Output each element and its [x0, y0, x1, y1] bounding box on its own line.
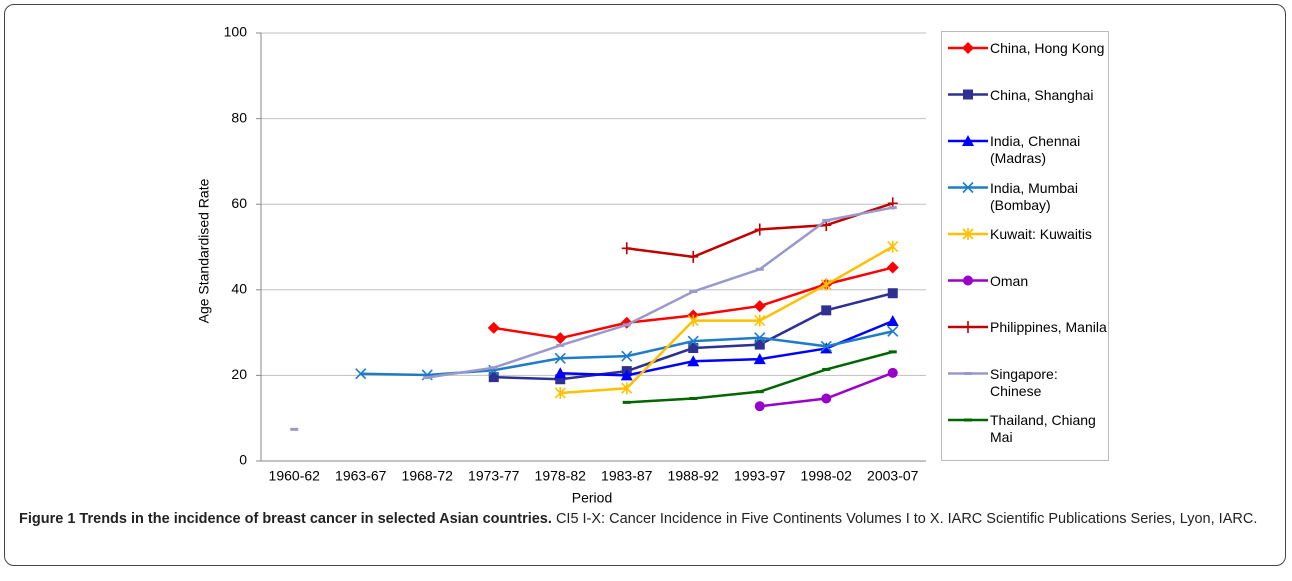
- legend-label: India, Mumbai (Bombay): [990, 179, 1078, 213]
- data-point: [688, 343, 699, 354]
- legend-symbols: [948, 42, 988, 422]
- y-axis-title: Age Standardised Rate: [196, 178, 212, 323]
- legend-label: Oman: [990, 272, 1029, 289]
- data-point: [754, 401, 765, 412]
- legend-marker: [962, 181, 974, 194]
- y-tick-label: 100: [224, 24, 248, 40]
- data-point: [821, 305, 832, 316]
- data-point: [754, 314, 766, 327]
- x-tick-label: 1978-82: [535, 468, 587, 484]
- data-point: [620, 369, 633, 381]
- x-tick-label: 1983-87: [601, 468, 653, 484]
- data-point: [487, 321, 500, 334]
- data-point: [554, 352, 566, 364]
- legend-marker: [962, 42, 974, 54]
- x-tick-label: 1968-72: [402, 468, 454, 484]
- legend-marker: [962, 135, 974, 146]
- caption-label: Figure 1 Trends in the incidence of brea…: [19, 511, 552, 527]
- legend-marker: [963, 89, 973, 100]
- x-tick-label: 1963-67: [335, 468, 387, 484]
- data-point: [820, 342, 833, 354]
- figure-frame: Age Standardised Rate Period 0 20 40 60 80 10…: [4, 4, 1286, 566]
- y-tick-label: 60: [231, 195, 247, 211]
- data-point: [887, 240, 899, 253]
- x-tick-label: 1973-77: [468, 468, 520, 484]
- data-point: [488, 372, 499, 383]
- data-point: [887, 325, 899, 337]
- y-tick-label: 40: [231, 281, 247, 297]
- data-point: [355, 368, 367, 380]
- y-tick-label: 20: [231, 366, 247, 382]
- legend-label: China, Hong Kong: [990, 40, 1105, 56]
- data-point: [821, 393, 832, 404]
- data-point: [886, 315, 899, 327]
- legend-label: Singapore: Chinese: [990, 365, 1058, 399]
- legend-marker: [963, 275, 973, 286]
- series-line: [560, 245, 894, 395]
- x-axis-title: Period: [572, 490, 612, 506]
- y-tick-label: 80: [231, 109, 247, 125]
- caption: Figure 1 Trends in the incidence of brea…: [19, 508, 1279, 530]
- data-point: [754, 339, 765, 350]
- series-line: [427, 206, 893, 379]
- y-tick-label: 0: [239, 452, 247, 468]
- data-point: [820, 278, 832, 291]
- legend-label: China, Shanghai: [990, 86, 1094, 103]
- legend-label: Philippines, Manila: [990, 319, 1107, 335]
- x-tick-label: 1993-97: [734, 468, 786, 484]
- data-point: [554, 367, 567, 379]
- legend-label: Kuwait: Kuwaitis: [990, 226, 1092, 242]
- chart: Age Standardised Rate Period 0 20 40 60 80 10…: [196, 24, 926, 506]
- data-point: [687, 335, 699, 347]
- data-point: [621, 242, 632, 255]
- legend-marker: [962, 228, 974, 240]
- legend: China, Hong Kong China, Shanghai India, Ch…: [941, 31, 1109, 461]
- data-point: [887, 288, 898, 299]
- data-point: [753, 353, 766, 365]
- data-point: [621, 382, 633, 395]
- x-tick-label: 1988-92: [668, 468, 720, 484]
- legend-label: Thailand, Chiang Mai: [990, 412, 1096, 445]
- x-tick-label: 2003-07: [867, 468, 919, 484]
- data-point: [554, 332, 567, 345]
- caption-text: CI5 I-X: Cancer Incidence in Five Contin…: [555, 511, 1258, 527]
- legend-label: India, Chennai (Madras): [990, 133, 1081, 166]
- legend-marker: [963, 321, 973, 333]
- data-point: [753, 300, 766, 313]
- series-line: [493, 266, 894, 340]
- data-point: [688, 250, 699, 263]
- data-point: [554, 386, 566, 399]
- data-point: [887, 367, 898, 378]
- data-point: [687, 355, 700, 367]
- data-point: [687, 314, 699, 327]
- data-point: [621, 350, 633, 362]
- data-point: [820, 340, 832, 352]
- data-point: [886, 261, 899, 274]
- data-point: [754, 223, 765, 236]
- data-point: [754, 332, 766, 344]
- x-tick-label: 1998-02: [801, 468, 853, 484]
- x-tick-label: 1960-62: [269, 468, 321, 484]
